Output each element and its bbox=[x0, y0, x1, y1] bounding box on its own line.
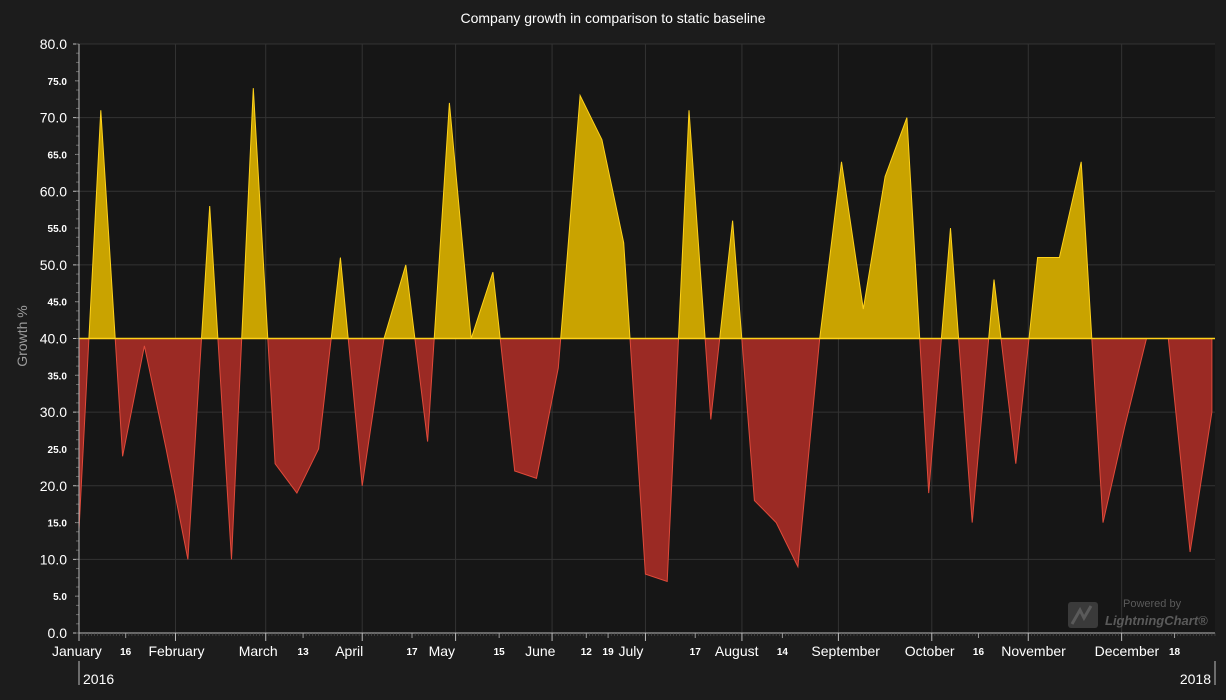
x-year-label: 2018 bbox=[1180, 671, 1211, 687]
x-month-label: September bbox=[811, 643, 880, 659]
x-day-label: 14 bbox=[777, 647, 789, 658]
y-tick-label: 5.0 bbox=[53, 592, 67, 603]
y-tick-label: 55.0 bbox=[48, 224, 68, 235]
y-tick-label: 20.0 bbox=[40, 478, 67, 494]
y-tick-label: 40.0 bbox=[40, 331, 67, 347]
x-month-label: November bbox=[1001, 643, 1066, 659]
x-day-label: 18 bbox=[1169, 647, 1181, 658]
y-tick-label: 65.0 bbox=[48, 150, 68, 161]
y-tick-label: 80.0 bbox=[40, 36, 67, 52]
y-tick-label: 50.0 bbox=[40, 257, 67, 273]
y-tick-label: 45.0 bbox=[48, 298, 68, 309]
x-month-label: December bbox=[1095, 643, 1160, 659]
x-month-label: October bbox=[905, 643, 955, 659]
logo-icon bbox=[1068, 602, 1098, 628]
x-month-label: August bbox=[715, 643, 759, 659]
x-year-label: 2016 bbox=[83, 671, 114, 687]
x-month-label: June bbox=[525, 643, 556, 659]
y-tick-label: 10.0 bbox=[40, 551, 67, 567]
y-tick-label: 30.0 bbox=[40, 404, 67, 420]
x-day-label: 16 bbox=[120, 647, 132, 658]
y-tick-label: 60.0 bbox=[40, 183, 67, 199]
x-day-label: 17 bbox=[406, 647, 418, 658]
x-day-label: 15 bbox=[494, 647, 506, 658]
y-tick-label: 15.0 bbox=[48, 519, 68, 530]
y-tick-label: 70.0 bbox=[40, 110, 67, 126]
x-month-label: May bbox=[429, 643, 455, 659]
y-tick-label: 75.0 bbox=[48, 77, 68, 88]
x-month-label: February bbox=[148, 643, 204, 659]
x-month-label: July bbox=[618, 643, 643, 659]
y-tick-label: 35.0 bbox=[48, 371, 68, 382]
x-month-label: April bbox=[335, 643, 363, 659]
x-day-label: 17 bbox=[690, 647, 702, 658]
growth-areas bbox=[78, 88, 1215, 583]
x-month-label: January bbox=[52, 643, 102, 659]
lightningchart-logo bbox=[1064, 598, 1214, 632]
x-day-label: 12 bbox=[581, 647, 593, 658]
watermark-brand: LightningChart® bbox=[1105, 613, 1208, 628]
x-month-label: March bbox=[239, 643, 278, 659]
y-tick-label: 25.0 bbox=[48, 445, 68, 456]
chart-title: Company growth in comparison to static b… bbox=[460, 10, 766, 26]
x-day-label: 19 bbox=[603, 647, 615, 658]
x-day-label: 16 bbox=[973, 647, 985, 658]
tick-labels: 0.0 10.0 20.0 30.0 40.0 50.0 60.0 70.0 80.0 5.0 15… bbox=[40, 36, 1211, 687]
watermark-powered: Powered by bbox=[1123, 598, 1182, 610]
y-tick-label: 0.0 bbox=[48, 625, 68, 641]
axes bbox=[73, 43, 1216, 685]
x-day-label: 13 bbox=[298, 647, 310, 658]
